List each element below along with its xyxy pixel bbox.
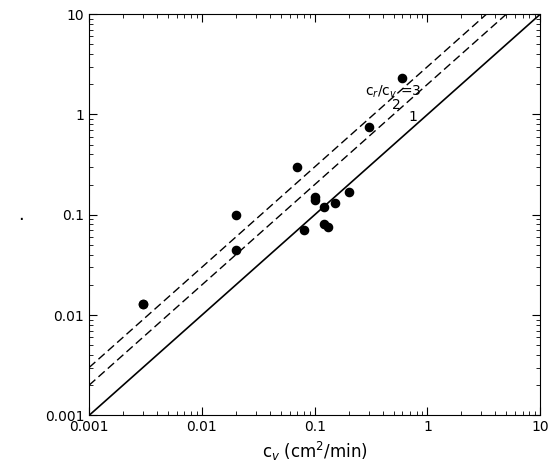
Point [293,163,302,171]
Point [344,188,353,195]
Text: 2: 2 [392,98,400,112]
Point [323,224,332,231]
Text: 1: 1 [409,110,418,124]
Text: c$_{r}$/c$_{v}$ =3: c$_{r}$/c$_{v}$ =3 [365,83,422,100]
Point [139,300,148,307]
Text: .: . [18,206,25,224]
Point [398,75,407,82]
Point [231,211,240,219]
Point [364,123,373,131]
Point [310,194,319,201]
Point [310,196,319,204]
Point [319,221,328,228]
Point [231,246,240,253]
X-axis label: c$_{v}$ (cm$^{2}$/min): c$_{v}$ (cm$^{2}$/min) [262,440,368,463]
Point [299,227,308,234]
Point [319,203,328,211]
Point [139,300,148,307]
Point [330,200,339,207]
